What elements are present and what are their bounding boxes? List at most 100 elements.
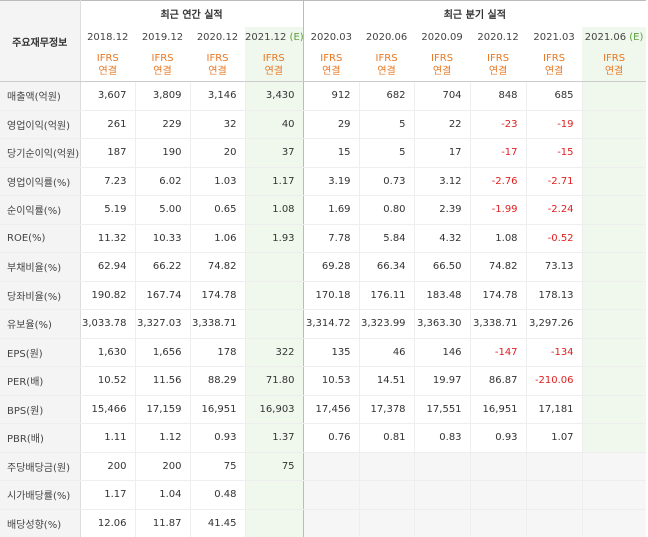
estimate-mark: (E) <box>289 32 304 43</box>
period-header: 2020.09 <box>414 27 470 49</box>
table-cell: -2.76 <box>469 166 527 196</box>
table-cell <box>469 451 527 481</box>
table-cell: 3,607 <box>79 81 135 111</box>
table-cell: 5.00 <box>134 195 190 225</box>
consolidated-label: 연결 <box>208 65 227 77</box>
table-cell <box>581 395 647 424</box>
table-cell: -19 <box>525 110 583 139</box>
table-cell: 71.80 <box>244 366 304 396</box>
table-cell: 66.50 <box>413 252 471 282</box>
table-cell: 3,033.78 <box>79 309 135 339</box>
table-cell: 14.51 <box>358 366 415 396</box>
table-cell: 0.83 <box>413 423 471 453</box>
consolidated-label: 연결 <box>322 65 341 77</box>
table-cell: -23 <box>469 110 527 139</box>
table-cell <box>244 281 304 310</box>
table-cell <box>302 509 360 537</box>
table-row: 순이익률(%) 5.19 5.00 0.65 1.08 1.69 0.80 2.39 -1.99… <box>0 195 647 225</box>
table-cell <box>525 480 583 510</box>
table-row: PER(배) 10.52 11.56 88.29 71.80 10.53 14.51 19.9… <box>0 366 647 396</box>
period-header: 2020.12 <box>190 27 245 49</box>
table-cell: 17 <box>413 138 471 168</box>
table-cell: -17 <box>469 138 527 168</box>
table-cell <box>244 252 304 282</box>
ifrs-badge: IFRS 연결 <box>414 48 471 82</box>
table-cell: 200 <box>79 451 135 481</box>
period-header: 2020.06 <box>359 27 414 49</box>
table-cell: 3,314.72 <box>302 309 360 339</box>
table-cell: 3,430 <box>244 81 304 111</box>
table-cell: 0.93 <box>189 423 245 453</box>
table-cell: 190 <box>134 138 190 168</box>
table-cell: -147 <box>469 337 527 367</box>
row-label: PBR(배) <box>0 423 81 453</box>
table-cell <box>469 480 527 510</box>
table-cell <box>469 509 527 537</box>
table-cell <box>581 224 647 253</box>
table-row: 영업이익률(%) 7.23 6.02 1.03 1.17 3.19 0.73 3.12 -2.7… <box>0 166 647 196</box>
table-cell: 3.12 <box>413 166 471 196</box>
ifrs-label: IFRS <box>262 52 285 64</box>
table-cell: 167.74 <box>134 281 190 310</box>
table-cell <box>581 423 647 453</box>
table-cell: 5 <box>358 138 415 168</box>
table-cell: 3,146 <box>189 81 245 111</box>
table-row: 부채비율(%) 62.94 66.22 74.82 69.28 66.34 66.50 74.… <box>0 252 647 282</box>
ifrs-label: IFRS <box>206 52 229 64</box>
table-cell <box>413 480 471 510</box>
table-cell: 0.80 <box>358 195 415 225</box>
table-cell: 183.48 <box>413 281 471 310</box>
row-label: EPS(원) <box>0 337 81 367</box>
row-label: ROE(%) <box>0 224 81 253</box>
period-label: 2020.12 <box>196 32 239 43</box>
period-header: 2021.12 (E) <box>245 26 304 49</box>
quarter-group-header: 최근 분기 실적 <box>302 0 647 27</box>
table-cell: 10.33 <box>134 224 190 253</box>
table-cell: 685 <box>525 81 583 111</box>
table-cell: -210.06 <box>525 366 583 396</box>
table-cell: 0.48 <box>189 480 245 510</box>
period-label: 2020.09 <box>421 32 463 43</box>
ifrs-label: IFRS <box>487 52 510 64</box>
table-cell: 322 <box>244 337 304 367</box>
table-cell: 1,656 <box>134 337 190 367</box>
row-label: 영업이익률(%) <box>0 166 81 196</box>
table-cell: 88.29 <box>189 366 245 396</box>
table-cell: 135 <box>302 337 360 367</box>
table-cell: 2.39 <box>413 195 471 225</box>
table-cell: -0.52 <box>525 224 583 253</box>
table-row: 배당성향(%) 12.06 11.87 41.45 <box>0 509 647 537</box>
table-cell: -15 <box>525 138 583 168</box>
row-label: 영업이익(억원) <box>0 110 81 139</box>
consolidated-label: 연결 <box>604 65 624 77</box>
table-cell <box>302 451 360 481</box>
table-cell <box>525 451 583 481</box>
table-row: 영업이익(억원) 261 229 32 40 29 5 22 -23 -19 <box>0 110 647 139</box>
row-label: PER(배) <box>0 366 81 396</box>
ifrs-label: IFRS <box>96 52 119 64</box>
table-cell <box>525 509 583 537</box>
annual-group-header: 최근 연간 실적 <box>80 0 304 27</box>
period-label: 2020.06 <box>365 32 408 43</box>
table-cell: 17,181 <box>525 395 583 424</box>
table-cell: -2.71 <box>525 166 583 196</box>
table-cell: 6.02 <box>134 166 190 196</box>
period-label: 2018.12 <box>87 32 129 43</box>
table-cell <box>581 337 647 367</box>
table-cell: 75 <box>189 451 245 481</box>
table-cell: 704 <box>413 81 471 111</box>
table-cell <box>413 509 471 537</box>
table-cell <box>581 81 647 111</box>
table-cell: 0.76 <box>302 423 360 453</box>
table-cell: 16,903 <box>244 395 304 424</box>
table-cell <box>244 480 304 510</box>
row-label: 당기순이익(억원) <box>0 138 81 168</box>
table-cell: 1.08 <box>244 195 304 225</box>
period-header: 2021.06 (E) <box>582 26 647 49</box>
table-cell: 3,338.71 <box>469 309 527 339</box>
table-cell <box>581 480 647 510</box>
ifrs-label: IFRS <box>543 52 566 64</box>
row-label: 부채비율(%) <box>0 252 81 282</box>
estimate-mark: (E) <box>629 32 644 43</box>
